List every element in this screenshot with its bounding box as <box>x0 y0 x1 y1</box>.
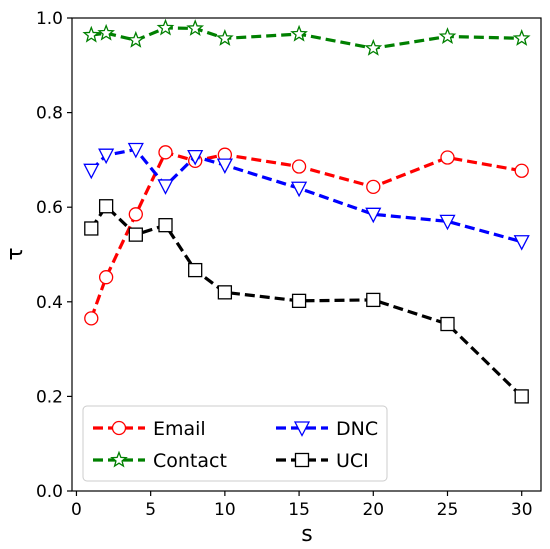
x-axis-label: s <box>301 522 312 547</box>
point-contact-5 <box>216 29 234 46</box>
point-contact-6 <box>290 24 308 42</box>
point-contact-1 <box>97 23 116 41</box>
x-tick-label-3: 15 <box>288 500 310 520</box>
point-email-0 <box>84 311 99 326</box>
x-tick-label-1: 5 <box>145 500 156 520</box>
y-tick-label-0: 0.0 <box>36 482 63 502</box>
legend-marker-email <box>111 420 127 436</box>
point-uci-3 <box>158 218 173 233</box>
point-contact-2 <box>126 30 145 48</box>
point-contact-4 <box>186 19 205 36</box>
series-line-dnc <box>90 147 523 244</box>
y-tick-label-2: 0.4 <box>36 293 63 313</box>
x-tick-label-4: 20 <box>362 500 384 520</box>
point-email-1 <box>98 270 114 285</box>
x-tick-label-2: 10 <box>214 500 236 520</box>
point-uci-0 <box>84 221 99 236</box>
axes-layer: 0 5 10 15 20 25 30 0.0 0.2 0.4 0.6 0.8 1.0 <box>36 9 542 520</box>
point-dnc-2 <box>127 142 144 159</box>
legend-marker-dnc <box>293 421 311 437</box>
legend-label-uci: UCI <box>336 450 369 472</box>
point-contact-9 <box>512 29 531 46</box>
plot-layer <box>82 18 531 404</box>
legend-label-contact: Contact <box>153 450 227 472</box>
point-dnc-8 <box>439 214 456 231</box>
point-email-3 <box>158 145 173 160</box>
point-email-9 <box>514 163 529 178</box>
y-axis-label: τ <box>3 247 28 260</box>
y-tick-label-4: 0.8 <box>36 104 63 124</box>
y-tick-label-5: 1.0 <box>36 9 63 29</box>
point-uci-5 <box>217 285 233 300</box>
point-uci-6 <box>291 293 307 309</box>
point-dnc-1 <box>98 148 115 165</box>
point-contact-0 <box>82 25 101 43</box>
series-line-uci <box>89 204 523 398</box>
point-email-8 <box>440 150 455 165</box>
point-uci-4 <box>188 262 203 278</box>
series-line-email <box>89 150 522 319</box>
legend-marker-uci <box>294 452 310 468</box>
series-line-contact <box>91 26 522 50</box>
point-dnc-7 <box>365 207 382 224</box>
legend-marker-contact <box>110 450 128 468</box>
point-contact-8 <box>438 27 457 44</box>
point-uci-7 <box>366 292 381 308</box>
y-tick-label-1: 0.2 <box>36 387 63 407</box>
point-email-6 <box>291 159 307 174</box>
point-email-2 <box>128 207 143 222</box>
point-dnc-0 <box>83 163 100 180</box>
point-dnc-6 <box>291 181 308 198</box>
point-dnc-4 <box>187 149 204 166</box>
point-dnc-5 <box>216 158 233 175</box>
point-dnc-9 <box>513 235 530 251</box>
x-tick-label-5: 25 <box>437 500 459 520</box>
legend: Email Contact DNC UCI <box>82 405 388 482</box>
point-uci-8 <box>440 316 455 332</box>
point-email-7 <box>366 179 381 195</box>
point-uci-9 <box>514 389 529 404</box>
y-tick-label-3: 0.6 <box>36 198 63 218</box>
legend-label-email: Email <box>153 418 206 440</box>
x-tick-label-0: 0 <box>71 500 82 520</box>
plot-frame <box>71 17 542 492</box>
legend-box <box>82 405 388 482</box>
legend-label-dnc: DNC <box>336 418 378 440</box>
x-tick-label-6: 30 <box>511 500 533 520</box>
point-uci-1 <box>98 199 114 214</box>
point-dnc-3 <box>157 179 174 195</box>
point-uci-2 <box>128 227 143 242</box>
point-contact-7 <box>364 38 383 56</box>
point-contact-3 <box>156 18 175 36</box>
